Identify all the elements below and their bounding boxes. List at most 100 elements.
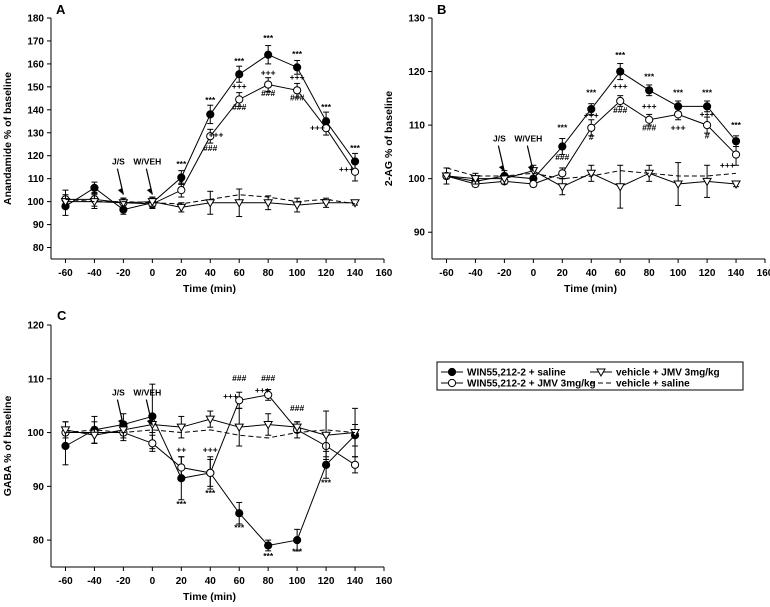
y-tick-label: 90 bbox=[33, 482, 45, 493]
significance-mark: *** bbox=[205, 95, 216, 105]
y-axis-title: 2-AG % of baseline bbox=[383, 91, 395, 186]
significance-mark: +++ bbox=[339, 164, 354, 174]
significance-mark: *** bbox=[176, 159, 187, 169]
significance-mark: ### bbox=[290, 93, 304, 103]
x-tick-label: 120 bbox=[318, 576, 335, 587]
data-point bbox=[176, 203, 187, 213]
significance-mark: *** bbox=[205, 488, 216, 498]
data-point bbox=[673, 180, 683, 190]
y-tick-label: 150 bbox=[27, 82, 44, 93]
data-point bbox=[587, 123, 596, 132]
panel-label-b: B bbox=[437, 2, 446, 17]
x-tick-label: 100 bbox=[670, 268, 687, 279]
data-point bbox=[616, 67, 625, 76]
significance-mark: *** bbox=[702, 88, 713, 98]
significance-mark: *** bbox=[321, 102, 332, 112]
x-tick-label: 160 bbox=[376, 268, 393, 279]
x-tick-label: -20 bbox=[497, 268, 512, 279]
x-tick-label: 120 bbox=[318, 268, 335, 279]
x-tick-label: -60 bbox=[58, 268, 73, 279]
data-point bbox=[264, 390, 273, 400]
significance-mark: +++ bbox=[613, 81, 628, 91]
data-point bbox=[90, 183, 99, 192]
data-point bbox=[176, 423, 187, 433]
series-line bbox=[446, 167, 737, 180]
significance-mark: +++ bbox=[671, 122, 686, 132]
panel-c-gaba: 80 90 100 110 120 -60 -40 -20 0 20 40 60 80 100 120 140… bbox=[2, 321, 393, 604]
x-tick-label: 120 bbox=[699, 268, 716, 279]
significance-mark: *** bbox=[557, 122, 568, 132]
significance-mark: *** bbox=[292, 49, 303, 59]
y-tick-label: 120 bbox=[408, 67, 425, 78]
panel-b-2ag: 90 100 110 120 130 -60 -40 -20 0 20 40 60 80 100 120 14… bbox=[383, 14, 770, 296]
y-tick-label: 100 bbox=[27, 428, 44, 439]
data-point bbox=[321, 460, 331, 469]
arrow-icon bbox=[145, 399, 153, 426]
y-tick-label: 120 bbox=[27, 151, 44, 162]
arrow-head-icon bbox=[146, 188, 153, 195]
arrow-label: W/VEH bbox=[133, 388, 161, 398]
x-tick-label: 100 bbox=[289, 576, 306, 587]
data-point bbox=[89, 431, 100, 441]
x-tick-label: 160 bbox=[757, 268, 770, 279]
x-tick-label: 140 bbox=[347, 268, 364, 279]
data-point bbox=[558, 169, 567, 178]
significance-mark: ### bbox=[642, 122, 656, 132]
legend-item-vehicle-jmv: vehicle + JMV 3mg/kg bbox=[590, 368, 720, 379]
data-point bbox=[293, 63, 302, 72]
data-point bbox=[558, 142, 567, 151]
data-point bbox=[702, 177, 712, 187]
data-point bbox=[350, 429, 360, 438]
data-point bbox=[292, 201, 302, 211]
data-point bbox=[731, 150, 741, 159]
series-line bbox=[65, 429, 356, 439]
series-line bbox=[65, 194, 356, 205]
x-tick-label: -40 bbox=[87, 268, 102, 279]
data-point bbox=[557, 183, 568, 192]
data-point bbox=[731, 180, 741, 190]
significance-mark: *** bbox=[350, 143, 361, 153]
significance-mark: +++ bbox=[232, 81, 247, 91]
arrow-label: J/S bbox=[112, 157, 125, 167]
x-tick-label: -40 bbox=[468, 268, 483, 279]
data-point bbox=[235, 70, 244, 79]
data-point bbox=[177, 463, 186, 472]
data-point bbox=[702, 121, 712, 130]
significance-mark: ++ bbox=[176, 444, 186, 454]
significance-mark: *** bbox=[644, 72, 655, 82]
data-point bbox=[234, 423, 245, 433]
x-tick-label: -60 bbox=[58, 576, 73, 587]
y-tick-label: 110 bbox=[28, 374, 45, 385]
x-tick-label: 140 bbox=[728, 268, 745, 279]
data-point bbox=[235, 509, 244, 518]
significance-mark: +++ bbox=[584, 110, 599, 120]
x-tick-label: 0 bbox=[150, 268, 156, 279]
data-point bbox=[615, 183, 626, 192]
significance-mark: ### bbox=[290, 403, 304, 413]
data-point bbox=[292, 423, 302, 433]
data-point bbox=[616, 96, 625, 106]
significance-mark: *** bbox=[263, 33, 274, 43]
significance-mark: # bbox=[705, 131, 710, 141]
x-tick-label: -20 bbox=[116, 268, 131, 279]
data-point bbox=[644, 169, 655, 179]
y-axis-title: GABA % of baseline bbox=[2, 396, 14, 497]
legend-box bbox=[436, 361, 744, 391]
data-point bbox=[206, 132, 215, 141]
arrow-label: J/S bbox=[493, 134, 506, 144]
x-tick-label: 80 bbox=[644, 268, 656, 279]
y-tick-label: 180 bbox=[27, 14, 44, 25]
data-point bbox=[264, 541, 273, 550]
x-tick-label: 0 bbox=[150, 576, 156, 587]
arrow-label: W/VEH bbox=[133, 157, 161, 167]
significance-mark: +++ bbox=[261, 67, 276, 77]
data-point bbox=[441, 172, 452, 181]
y-axis-title: Anandamide % of baseline bbox=[2, 72, 14, 205]
data-point bbox=[529, 179, 538, 189]
y-tick-label: 80 bbox=[33, 243, 45, 254]
x-tick-label: 20 bbox=[176, 268, 188, 279]
x-tick-label: 40 bbox=[205, 268, 217, 279]
data-point bbox=[177, 186, 186, 195]
y-tick-label: 110 bbox=[28, 174, 45, 185]
y-tick-label: 110 bbox=[409, 121, 426, 132]
